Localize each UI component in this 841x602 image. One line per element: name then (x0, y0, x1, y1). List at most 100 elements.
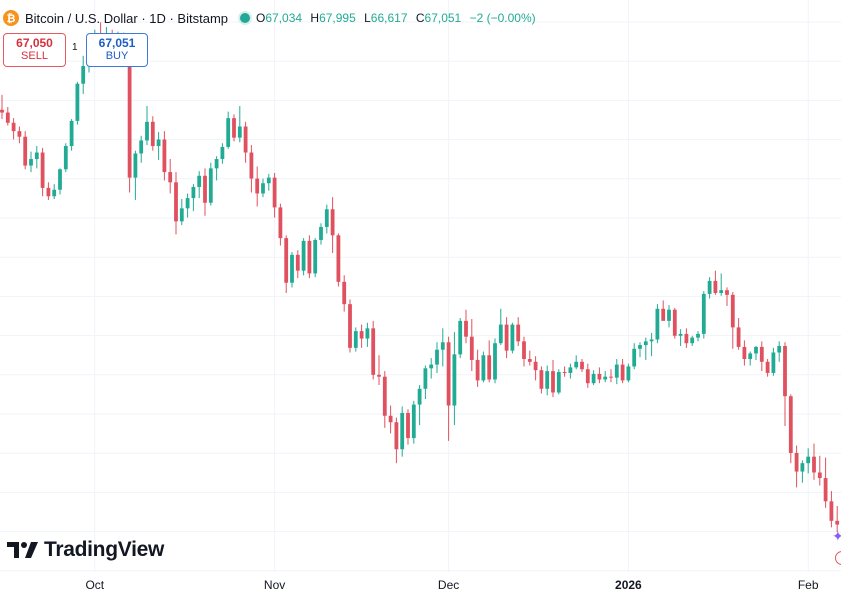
candle (324, 204, 329, 234)
candle (823, 457, 828, 508)
candle-body (736, 327, 741, 347)
bitcoin-icon: ₿ (3, 10, 19, 26)
candle-body (655, 308, 660, 340)
candle-body (545, 371, 550, 389)
candle (481, 351, 486, 383)
symbol-legend: ₿ Bitcoin / U.S. Dollar · 1D · Bitstamp … (3, 8, 541, 28)
candle (417, 385, 422, 426)
candle-body (382, 376, 387, 416)
candle-body (580, 361, 584, 370)
candle-body (823, 478, 828, 502)
buy-label: BUY (105, 50, 129, 62)
candle (777, 341, 782, 362)
candle-body (17, 131, 22, 137)
candle-body (730, 294, 735, 328)
open-label: O (256, 11, 266, 25)
tradingview-logo[interactable]: TradingView (7, 538, 164, 562)
candle-body (440, 342, 445, 350)
candle (342, 275, 347, 312)
high-value: 67,995 (319, 11, 356, 25)
candle-body (330, 209, 335, 236)
symbol-title[interactable]: Bitcoin / U.S. Dollar · 1D · Bitstamp (25, 10, 228, 26)
candle-body (197, 175, 202, 187)
candle (661, 300, 666, 321)
candle-body (191, 186, 196, 199)
candle-body (139, 140, 144, 154)
candle (498, 308, 503, 346)
candle-body (632, 348, 637, 367)
candle (179, 199, 184, 226)
candle (145, 106, 149, 146)
candle-body (226, 118, 231, 147)
candle (649, 332, 654, 357)
candle (237, 106, 242, 143)
candle-body (365, 328, 370, 339)
candle (377, 355, 381, 386)
candle-body (475, 359, 480, 381)
candle-body (162, 139, 167, 173)
candle-body (742, 346, 747, 360)
candle-body (203, 175, 207, 203)
candle-body (284, 238, 289, 283)
candle (829, 491, 834, 528)
candle (707, 277, 712, 299)
candle (597, 367, 602, 384)
candle (788, 394, 793, 464)
candle-body (278, 207, 283, 239)
candle (719, 273, 724, 296)
candle-body (255, 178, 260, 194)
candle (261, 178, 265, 198)
candle-body (516, 324, 521, 342)
candle-body (208, 168, 213, 203)
candle (458, 318, 463, 359)
candle-body (696, 333, 700, 338)
candle-body (527, 359, 532, 362)
sell-button[interactable]: 67,050 SELL (3, 33, 66, 67)
candle-body (429, 364, 434, 369)
candle-body (771, 352, 776, 373)
candle (34, 146, 39, 169)
candle (440, 328, 445, 367)
candle-body (179, 208, 184, 222)
candle-body (290, 254, 294, 283)
candle (493, 338, 497, 384)
candle (429, 358, 434, 379)
candle (255, 166, 260, 207)
candle-body (533, 361, 538, 371)
candle (754, 345, 758, 360)
candle-body (348, 304, 352, 348)
candle-body (400, 412, 405, 450)
candle (794, 445, 799, 488)
close-value: 67,051 (424, 11, 462, 25)
candle-body (435, 349, 439, 365)
candle-body (11, 122, 16, 132)
candle-body (272, 177, 277, 208)
candle (672, 307, 677, 339)
candle-body (672, 309, 677, 336)
high-label: H (310, 11, 320, 25)
candle-body (835, 520, 840, 525)
candle (806, 448, 811, 474)
candle (667, 305, 671, 328)
candle-body (609, 376, 613, 378)
close-label: C (415, 11, 425, 25)
candle (452, 332, 457, 426)
candle (684, 328, 689, 348)
candle (46, 182, 51, 200)
open-value: 67,034 (265, 11, 303, 25)
buy-button[interactable]: 67,051 BUY (86, 33, 148, 67)
candle-body (574, 361, 579, 368)
sparkle-icon[interactable]: ✦ (832, 528, 841, 544)
candle-body (603, 376, 608, 380)
candle (696, 331, 700, 342)
candle-body (667, 309, 671, 321)
candle (214, 156, 219, 181)
candle (307, 235, 312, 279)
candle (713, 270, 718, 295)
candle (290, 252, 294, 288)
candle (17, 126, 22, 144)
candle (197, 171, 202, 199)
candle-body (446, 342, 451, 406)
